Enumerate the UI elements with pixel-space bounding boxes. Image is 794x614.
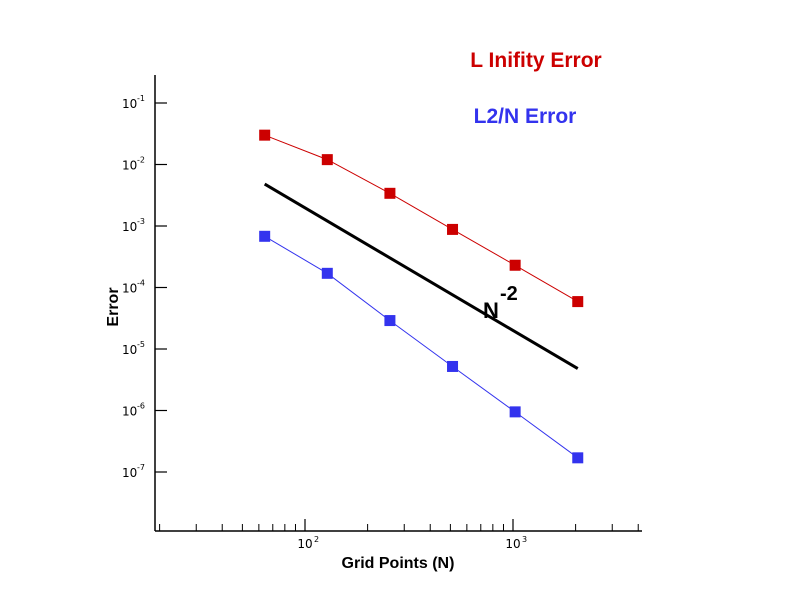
series-0-marker bbox=[321, 154, 333, 166]
slope-annotation-exponent: -2 bbox=[500, 283, 518, 305]
y-tick-label-exponent: -2 bbox=[137, 156, 145, 165]
x-tick-label: 10 bbox=[505, 537, 520, 551]
series-1-marker bbox=[384, 315, 396, 327]
x-tick-label: 10 bbox=[297, 537, 312, 551]
y-tick-label-exponent: -6 bbox=[137, 402, 145, 411]
slope-annotation: N -2 bbox=[483, 283, 518, 323]
x-ticks: 10 2 10 3 bbox=[297, 519, 527, 551]
legend-entry-l-infinity: L Inifity Error bbox=[470, 49, 601, 72]
y-tick-label-exponent: -3 bbox=[137, 217, 145, 226]
y-tick-label-exponent: -4 bbox=[137, 279, 145, 288]
series-0-marker bbox=[259, 129, 271, 141]
y-tick-label: 10 bbox=[122, 97, 137, 111]
series-0-marker bbox=[384, 187, 396, 199]
y-tick-label: 10 bbox=[122, 282, 137, 296]
y-tick-label: 10 bbox=[122, 343, 137, 357]
series-1-marker bbox=[572, 452, 584, 464]
reference-slope-line bbox=[263, 182, 579, 370]
series-1-marker bbox=[509, 406, 521, 418]
series-1-marker bbox=[447, 360, 459, 372]
y-tick-label: 10 bbox=[122, 466, 137, 480]
legend-entry-l2n: L2/N Error bbox=[474, 105, 577, 128]
series-1-marker bbox=[259, 230, 271, 242]
x-minor-ticks bbox=[159, 524, 639, 531]
series-0-marker bbox=[572, 296, 584, 308]
series-1-marker bbox=[321, 267, 333, 279]
y-tick-label: 10 bbox=[122, 220, 137, 234]
x-tick-label-exponent: 3 bbox=[522, 535, 527, 544]
x-tick-label-exponent: 2 bbox=[314, 535, 319, 544]
y-tick-label-exponent: -5 bbox=[137, 340, 145, 349]
y-axis-title: Error bbox=[105, 287, 122, 326]
y-ticks: 10-110-210-310-410-510-610-7 bbox=[122, 94, 167, 480]
series-0-marker bbox=[509, 259, 521, 271]
reference-slope-group bbox=[263, 182, 579, 370]
axes bbox=[154, 75, 642, 532]
x-axis-title: Grid Points (N) bbox=[342, 555, 455, 572]
y-tick-label-exponent: -7 bbox=[137, 463, 145, 472]
y-tick-label: 10 bbox=[122, 159, 137, 173]
series-line-1 bbox=[264, 235, 579, 459]
y-tick-label: 10 bbox=[122, 405, 137, 419]
slope-annotation-base: N bbox=[483, 298, 499, 323]
y-tick-label-exponent: -1 bbox=[137, 94, 145, 103]
series-group bbox=[259, 129, 584, 464]
series-0-marker bbox=[447, 223, 459, 235]
series-line-0 bbox=[264, 134, 579, 303]
